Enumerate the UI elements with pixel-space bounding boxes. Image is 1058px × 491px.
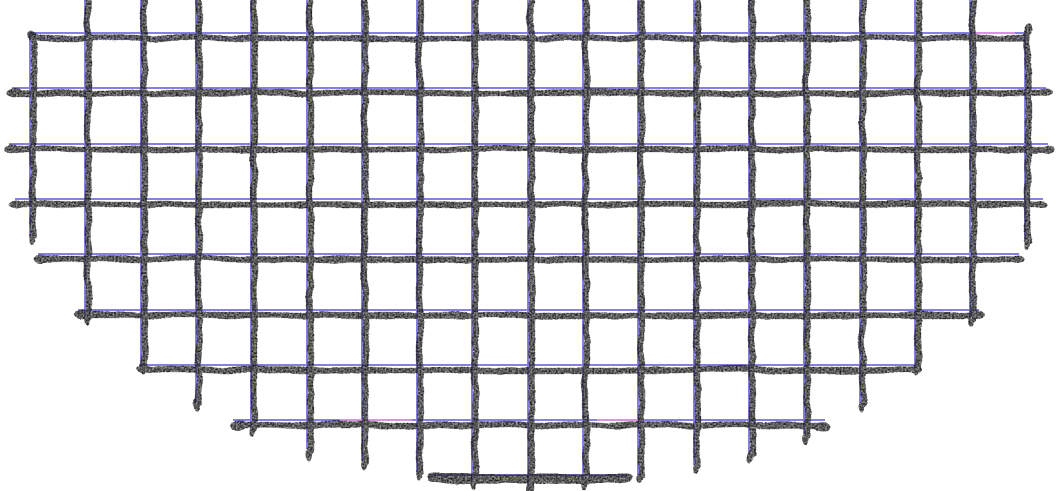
ink-blob-28 [525,481,531,491]
ink-blob-0 [25,30,33,38]
ink-blob-30 [635,471,641,483]
ink-blob-1 [1024,22,1032,34]
ink-blob-23 [248,424,254,436]
ink-blob-20 [82,312,88,324]
ink-blob-26 [414,468,420,480]
ink-blob-22 [193,397,199,411]
ink-blob-3 [1038,88,1052,96]
ink-blob-37 [1022,234,1028,248]
ink-blob-34 [857,399,863,411]
ink-blob-6 [9,199,23,207]
ink-blob-33 [801,431,807,443]
ink-blob-2 [5,87,21,95]
ink-blob-9 [1010,254,1024,262]
ink-blob-27 [469,478,475,490]
ink-blob-15 [813,420,829,430]
ink-blob-18 [611,475,631,483]
ink-blob-19 [27,233,33,245]
ink-blob-29 [580,476,586,488]
ink-blob-36 [967,314,973,326]
ink-blob-4 [3,143,17,151]
ink-strokes [3,0,1053,491]
ink-blob-11 [969,309,983,317]
ink-blob-7 [1034,199,1048,207]
ink-blob-31 [691,461,697,473]
ink-blob-17 [532,474,588,482]
ink-blob-25 [359,457,365,469]
ink-blob-35 [912,363,918,375]
ink-blob-8 [32,254,48,262]
ink-blob-14 [228,419,246,429]
ink-blob-5 [1041,144,1053,152]
ink-blob-16 [430,474,510,484]
ink-blob-21 [138,362,144,374]
ink-blob-24 [304,445,310,459]
ink-blob-32 [746,448,752,462]
